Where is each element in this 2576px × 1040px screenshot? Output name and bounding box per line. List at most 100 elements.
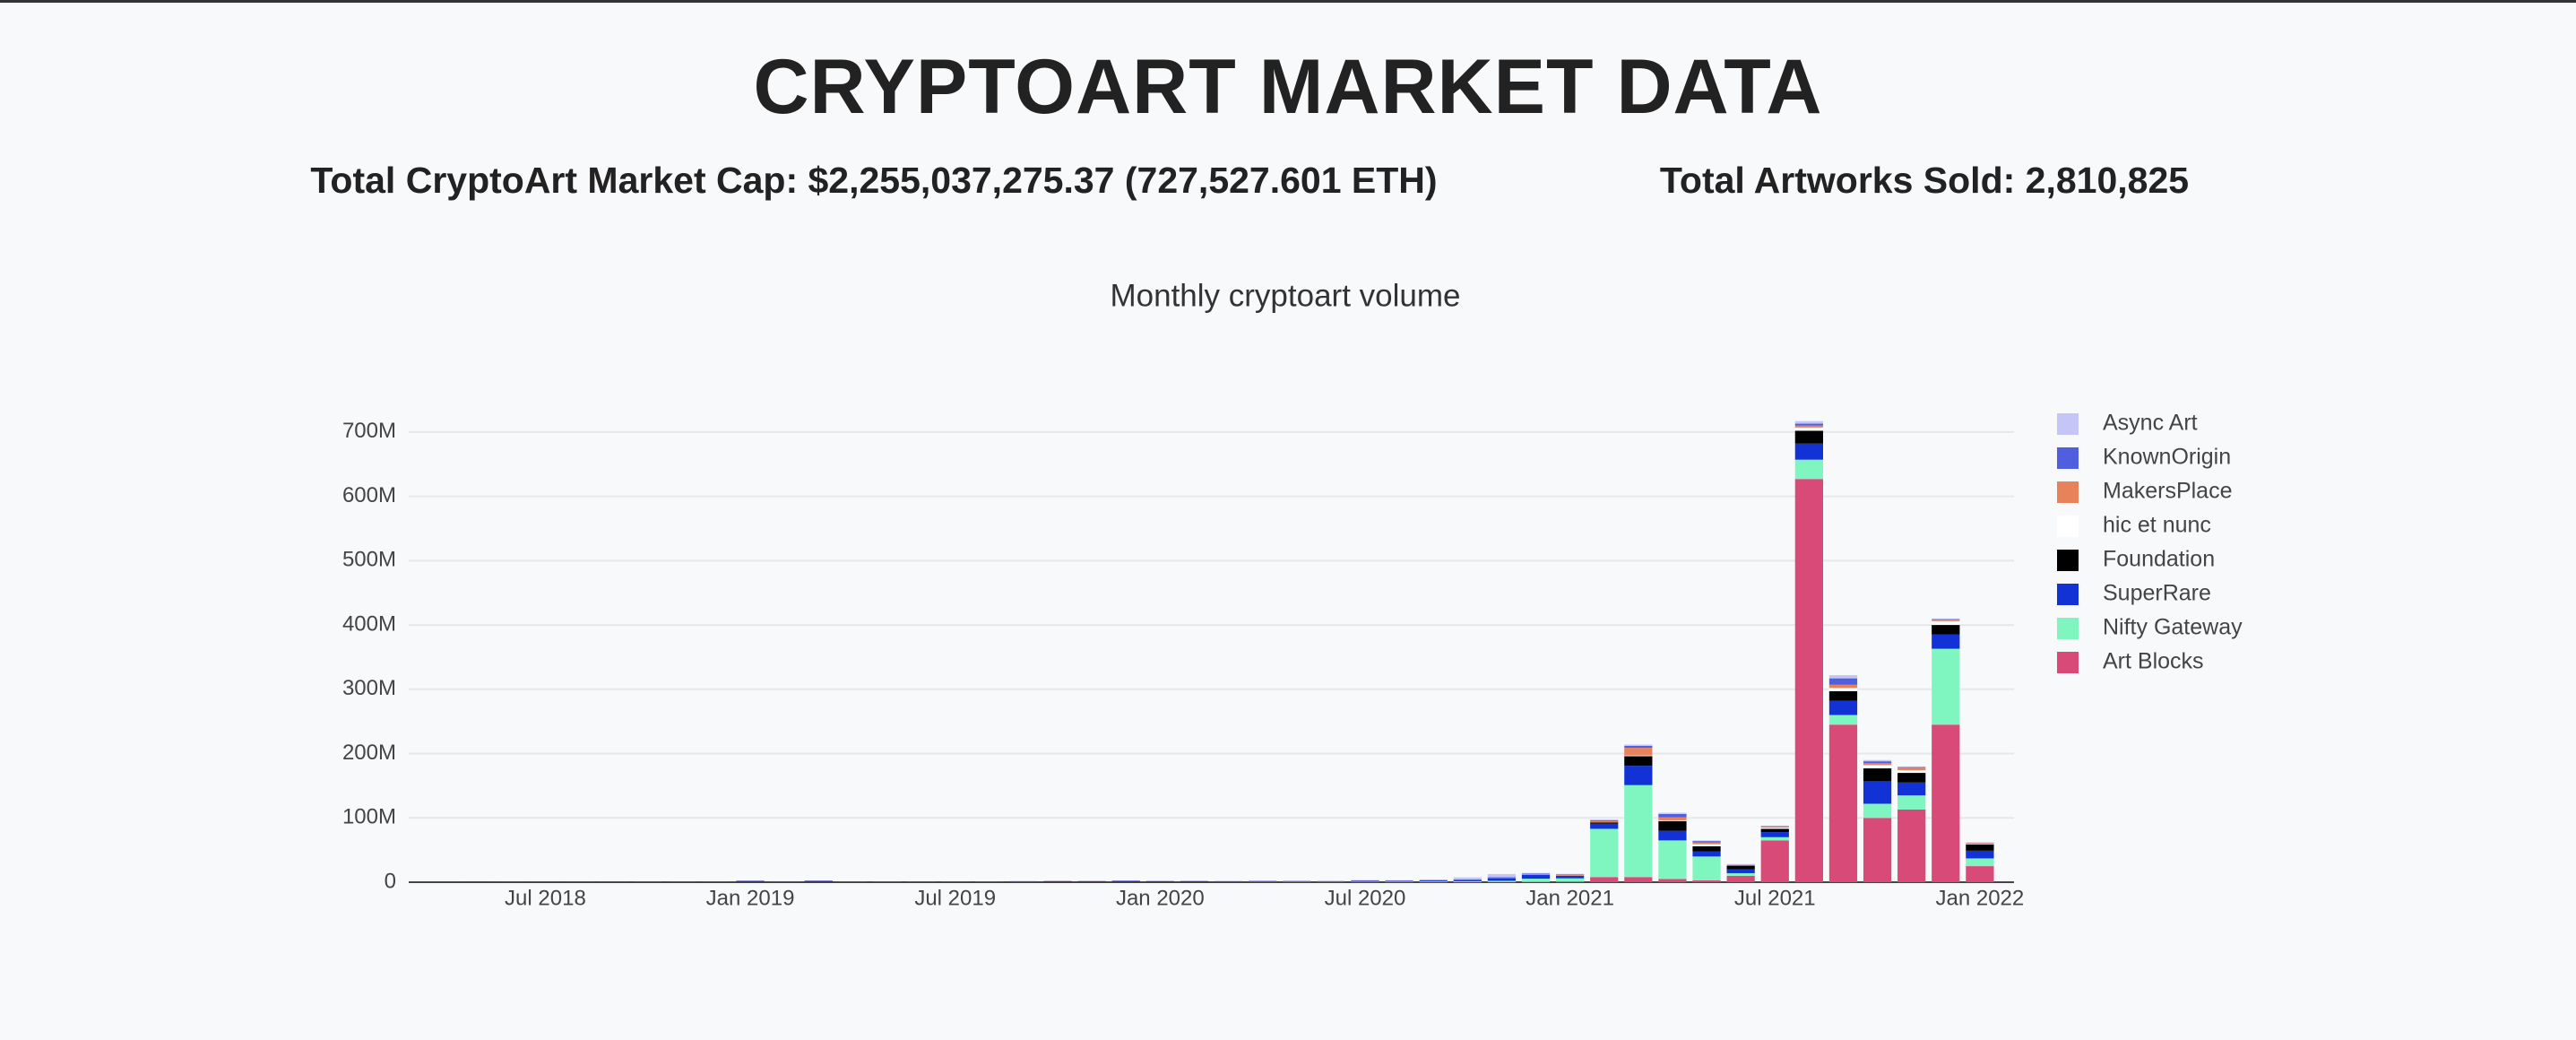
bar-segment xyxy=(1794,443,1823,460)
bar-segment xyxy=(1828,690,1858,701)
bar-segment xyxy=(1590,819,1619,820)
bar-segment xyxy=(1828,715,1858,725)
bar-segment xyxy=(1487,877,1517,879)
bar-segment xyxy=(1658,812,1687,814)
bar-segment xyxy=(1658,813,1687,818)
y-tick-label: 400M xyxy=(342,611,396,636)
bar-segment xyxy=(1487,880,1517,882)
bar-segment xyxy=(1828,675,1858,679)
legend-swatch xyxy=(2057,516,2079,537)
bar-segment xyxy=(1760,825,1789,827)
bar-segment xyxy=(1317,881,1345,882)
bar-segment xyxy=(838,881,868,882)
bar-segment xyxy=(1624,877,1653,882)
bar-segment xyxy=(1453,877,1482,880)
bar-segment xyxy=(1760,832,1789,837)
chart-title: Monthly cryptoart volume xyxy=(1111,278,1461,313)
x-tick-label: Jan 2022 xyxy=(1936,886,2025,910)
bar-segment xyxy=(1487,877,1517,878)
market-cap: Total CryptoArt Market Cap: $2,255,037,2… xyxy=(310,160,1438,201)
bar-segment xyxy=(1760,828,1789,833)
bar-segment xyxy=(1555,875,1585,876)
bar-segment xyxy=(1658,820,1687,821)
bar-segment xyxy=(1658,817,1687,821)
bar-segment xyxy=(1966,844,1994,851)
legend-label: Foundation xyxy=(2103,547,2215,572)
bar-segment xyxy=(1966,850,1994,859)
bar-segment xyxy=(1214,881,1243,882)
bar-segment xyxy=(1658,840,1687,880)
bar-segment xyxy=(1692,840,1721,842)
bar-segment xyxy=(1521,872,1551,874)
bar-segment xyxy=(1794,459,1823,480)
bar-segment xyxy=(1794,423,1823,426)
bar-segment xyxy=(1897,770,1926,774)
bar-segment xyxy=(1760,840,1789,882)
bar-segment xyxy=(1658,820,1687,831)
bar-segment xyxy=(1624,745,1653,749)
bar-segment xyxy=(1487,878,1517,881)
bar-segment xyxy=(1863,803,1892,819)
bar-segment xyxy=(1726,865,1755,870)
bar-segment xyxy=(1624,755,1653,757)
bar-segment xyxy=(1385,880,1413,882)
bar-segment xyxy=(1043,880,1072,882)
bar-segment xyxy=(1932,620,1960,626)
bar-segment xyxy=(770,881,799,882)
bar-segment xyxy=(1111,880,1140,882)
bar-segment xyxy=(1726,872,1755,876)
bar-segment xyxy=(1828,700,1858,715)
bar-segment xyxy=(1555,878,1585,882)
bar-segment xyxy=(1863,759,1892,762)
bar-segment xyxy=(1932,618,1960,620)
legend-swatch xyxy=(2057,584,2079,605)
bar-segment xyxy=(1794,427,1823,431)
artworks-sold: Total Artworks Sold: 2,810,825 xyxy=(1659,160,2190,201)
page-title: CRYPTOART MARKET DATA xyxy=(753,44,1823,130)
bar-segment xyxy=(1760,827,1789,828)
bar-segment xyxy=(1932,724,1960,882)
bar-segment xyxy=(1590,823,1619,829)
bar-segment xyxy=(1385,881,1413,882)
bar-segment xyxy=(1692,851,1721,857)
bar-segment xyxy=(1521,874,1551,875)
x-tick-label: Jul 2018 xyxy=(505,886,586,910)
bar-segment xyxy=(1932,648,1960,725)
bar-segment xyxy=(1351,881,1379,882)
bar-segment xyxy=(1897,767,1926,768)
x-tick-label: Jan 2020 xyxy=(1116,886,1205,910)
bar-segment xyxy=(1419,880,1448,882)
bar-segment xyxy=(1966,858,1994,867)
bar-segment xyxy=(1009,881,1038,882)
bar-segment xyxy=(1590,828,1619,878)
legend-label: SuperRare xyxy=(2103,581,2211,606)
bar-segment xyxy=(1590,877,1619,882)
bar-segment xyxy=(1932,634,1960,649)
bar-segment xyxy=(702,881,730,882)
bar-segment xyxy=(1351,880,1379,882)
legend-swatch xyxy=(2057,618,2079,639)
bar-segment xyxy=(1624,748,1653,756)
bar-segment xyxy=(1966,843,1994,845)
bar-segment xyxy=(1863,765,1892,769)
bar-segment xyxy=(1590,820,1619,823)
bar-segment xyxy=(1590,819,1619,821)
x-tick-label: Jan 2019 xyxy=(706,886,795,910)
bar-segment xyxy=(1521,879,1551,882)
legend-swatch xyxy=(2057,550,2079,571)
bar-segment xyxy=(1692,880,1721,882)
bar-segment xyxy=(1521,873,1551,875)
bar-segment xyxy=(1590,822,1619,824)
y-tick-label: 600M xyxy=(342,483,396,507)
legend-label: MakersPlace xyxy=(2103,479,2233,504)
y-tick-label: 300M xyxy=(342,676,396,700)
bar-segment xyxy=(1760,826,1789,828)
bar-segment xyxy=(1658,879,1687,882)
bar-segment xyxy=(1897,795,1926,810)
bar-segment xyxy=(1794,425,1823,428)
bar-segment xyxy=(1624,744,1653,746)
bar-segment xyxy=(1828,724,1858,882)
legend-swatch xyxy=(2057,481,2079,503)
bar-segment xyxy=(1897,773,1926,783)
